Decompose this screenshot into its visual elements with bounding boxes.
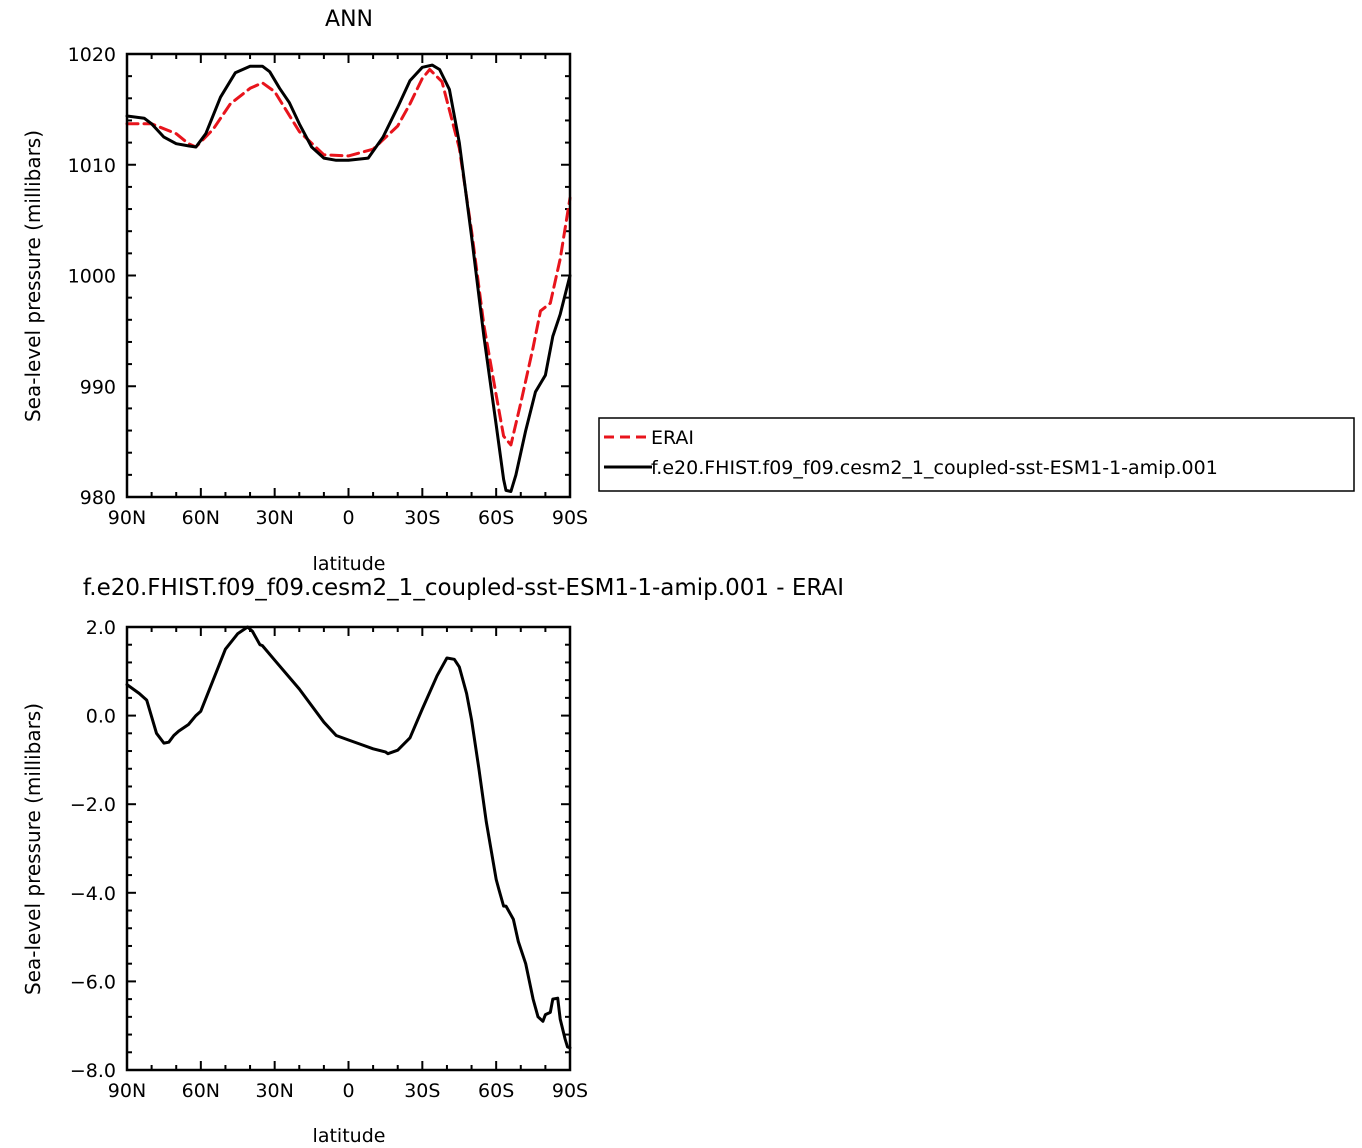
top-ytick-label: 1020 [68,44,116,66]
legend-erai-label: ERAI [651,427,694,449]
top-xtick-label: 30N [255,507,293,529]
top-ytick-label: 990 [80,376,116,398]
bottom-xtick-label: 90N [108,1080,146,1102]
top-chart-ylabel: Sea-level pressure (millibars) [21,130,45,422]
top-chart-series [125,63,572,493]
legend-model-label: f.e20.FHIST.f09_f09.cesm2_1_coupled-sst-… [651,457,1218,479]
legend: ERAI f.e20.FHIST.f09_f09.cesm2_1_coupled… [598,417,1355,492]
bottom-ytick-label: −4.0 [70,883,116,905]
bottom-xtick-label: 30N [255,1080,293,1102]
bottom-ytick-label: −2.0 [70,794,116,816]
legend-box [598,417,1355,492]
top-xtick-label: 60N [182,507,220,529]
bottom-ytick-label: −6.0 [70,971,116,993]
bottom-xtick-label: 60S [478,1080,514,1102]
top-xtick-label: 90N [108,507,146,529]
bottom-chart-ylabel: Sea-level pressure (millibars) [21,703,45,995]
bottom-chart-ticks: 90N 60N 30N 0 30S 60S 90S −8.0 −6.0 −4.0 −2.0 0.0 2.… [70,617,588,1102]
top-chart-xlabel: latitude [313,553,386,575]
bottom-chart-frame [125,625,572,1072]
bottom-xtick-label: 60N [182,1080,220,1102]
bottom-chart: f.e20.FHIST.f09_f09.cesm2_1_coupled-sst-… [21,575,844,1147]
bottom-chart-series [125,625,572,1050]
top-xtick-label: 60S [478,507,514,529]
bottom-xtick-label: 0 [342,1080,354,1102]
top-series-line-2 [125,63,572,493]
top-xtick-label: 0 [342,507,354,529]
top-chart-title: ANN [325,7,373,32]
top-ytick-label: 1000 [68,266,116,288]
bottom-xtick-label: 30S [404,1080,440,1102]
bottom-ytick-label: 2.0 [86,617,116,639]
top-chart-frame [125,52,572,499]
bottom-chart-title: f.e20.FHIST.f09_f09.cesm2_1_coupled-sst-… [83,575,844,601]
bottom-chart-xlabel: latitude [313,1125,386,1147]
top-chart: ANN Sea-level pressure (millibars) latit… [21,7,1355,575]
top-ytick-label: 1010 [68,155,116,177]
top-xtick-label: 90S [552,507,588,529]
bottom-ytick-label: 0.0 [86,706,116,728]
top-ytick-label: 980 [80,487,116,509]
bottom-ytick-label: −8.0 [70,1060,116,1082]
top-xtick-label: 30S [404,507,440,529]
top-chart-ticks: 90N 60N 30N 0 30S 60S 90S 980 990 1000 1010 1020 [68,44,588,529]
top-series-line-1 [125,68,572,447]
bottom-xtick-label: 90S [552,1080,588,1102]
bottom-series-line-1 [125,625,572,1050]
